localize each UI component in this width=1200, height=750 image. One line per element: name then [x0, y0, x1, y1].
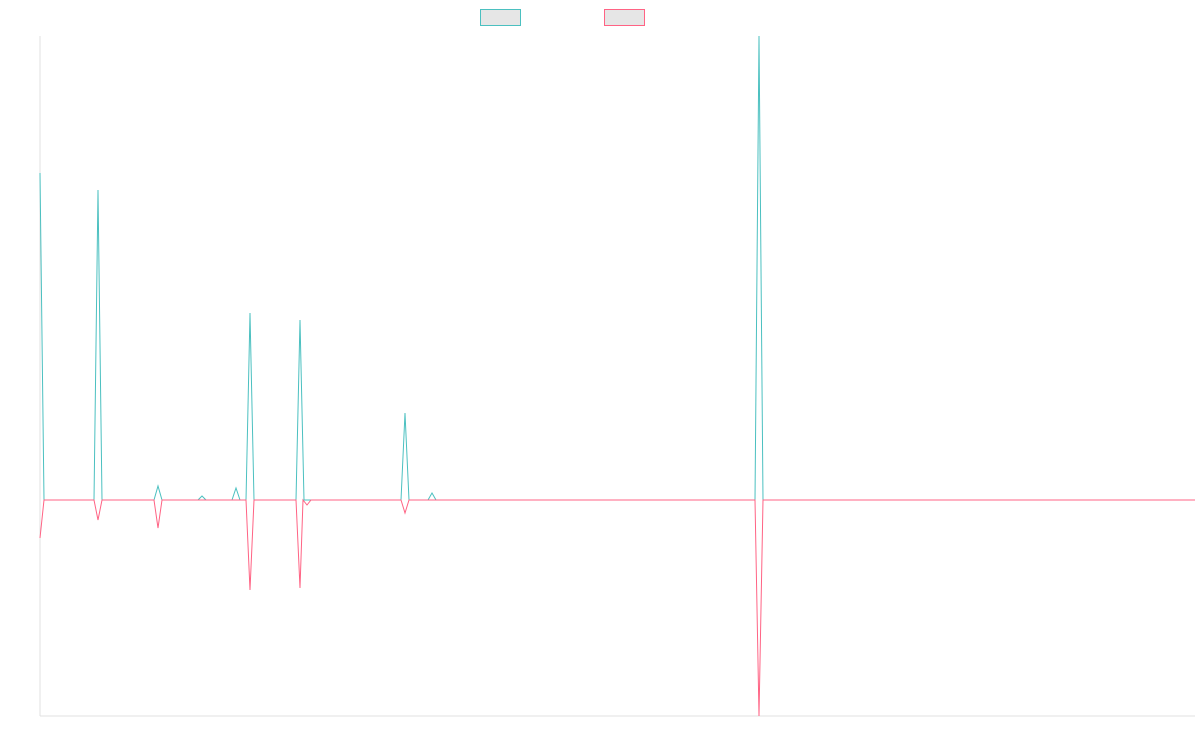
series-line — [39, 35, 1195, 501]
series-line — [39, 498, 1195, 717]
legend-swatch[interactable] — [480, 9, 521, 26]
legend-swatch[interactable] — [604, 9, 645, 26]
